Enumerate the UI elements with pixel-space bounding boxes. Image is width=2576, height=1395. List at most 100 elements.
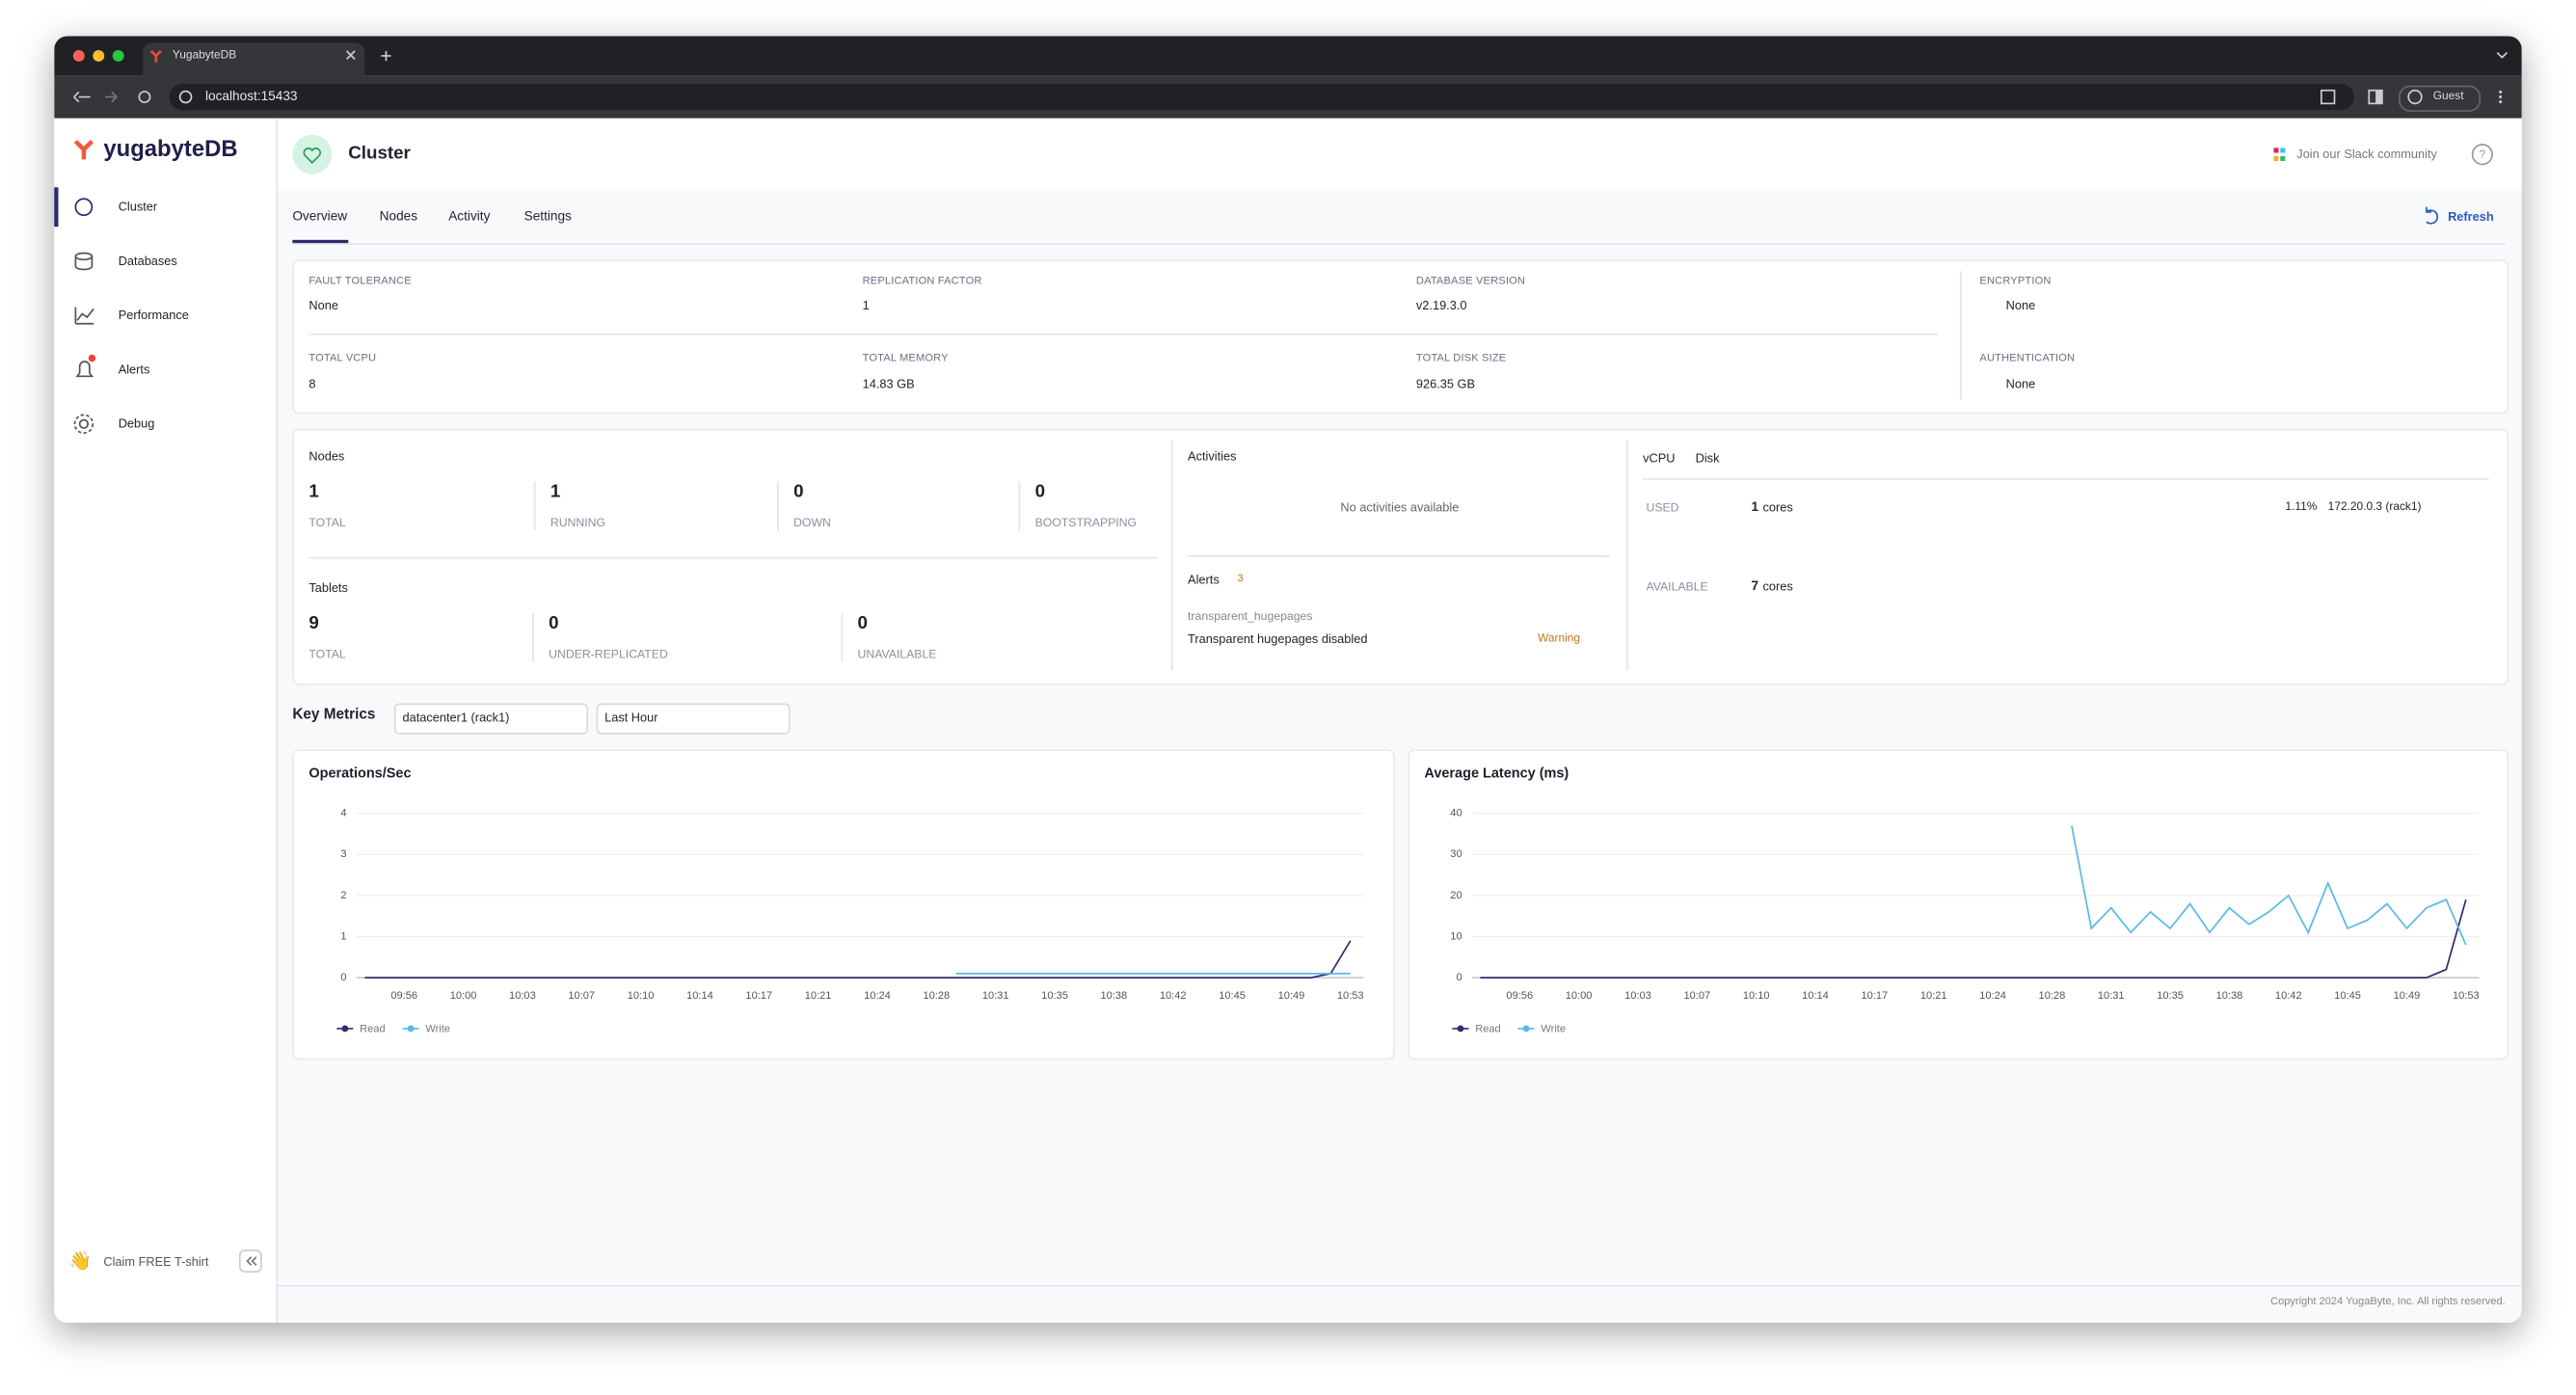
tab[interactable]: Activity: [448, 208, 491, 224]
divider: [777, 481, 779, 531]
x-tick-label: 10:28: [923, 990, 950, 1002]
y-tick-label: 10: [1450, 930, 1462, 942]
x-tick-label: 10:38: [2216, 990, 2243, 1002]
nav-item[interactable]: Alerts: [118, 362, 150, 377]
x-tick-label: 10:10: [628, 990, 655, 1002]
alert-severity: Warning: [1538, 633, 1581, 645]
used-value: 1: [1751, 499, 1759, 515]
nav-item[interactable]: Debug: [118, 416, 155, 431]
tab-title[interactable]: YugabyteDB: [172, 49, 237, 62]
chart-card: [1408, 749, 2509, 1060]
legend-marker: [407, 1025, 415, 1033]
x-tick-label: 10:53: [1337, 990, 1364, 1002]
divider: [533, 481, 536, 531]
x-tick-label: 10:31: [982, 990, 1009, 1002]
info-value: 8: [309, 376, 316, 392]
tab[interactable]: Nodes: [379, 208, 418, 224]
info-label: DATABASE VERSION: [1415, 275, 1526, 287]
y-tick-label: 4: [340, 808, 346, 819]
info-value: 926.35 GB: [1415, 376, 1476, 392]
x-tick-label: 10:24: [864, 990, 891, 1002]
region[interactable]: datacenter1 (rack1): [402, 710, 510, 726]
refresh[interactable]: Refresh: [2448, 208, 2494, 225]
section-title[interactable]: Tablets: [309, 580, 348, 596]
info-label: TOTAL MEMORY: [862, 353, 949, 364]
range-select[interactable]: [596, 703, 791, 735]
x-tick-label: 10:24: [1979, 990, 2006, 1002]
resource-tab[interactable]: vCPU: [1643, 450, 1676, 466]
x-tick-label: 10:07: [1683, 990, 1710, 1002]
nav-item[interactable]: Databases: [118, 253, 177, 269]
x-tick-label: 10:00: [450, 990, 477, 1002]
info-label: ENCRYPTION: [1979, 275, 2052, 287]
x-tick-label: 09:56: [390, 990, 417, 1002]
y-tick-label: 1: [340, 930, 346, 942]
tab[interactable]: [143, 42, 365, 76]
profile[interactable]: Guest: [2432, 91, 2464, 103]
info-label: TOTAL VCPU: [309, 353, 377, 364]
x-tick-label: 10:28: [2039, 990, 2066, 1002]
divider: [1188, 555, 1610, 557]
available-label: AVAILABLE: [1646, 578, 1708, 594]
logo[interactable]: yugabyteDB: [103, 134, 238, 162]
y-tick-label: 2: [340, 890, 346, 901]
divider: [309, 333, 1939, 335]
x-tick-label: 10:49: [1278, 990, 1305, 1002]
x-tick-label: 10:31: [2098, 990, 2125, 1002]
nav-item[interactable]: Performance: [118, 308, 189, 323]
info-card: [292, 259, 2509, 415]
y-tick-label: 40: [1450, 808, 1462, 819]
x-tick-label: 10:35: [1041, 990, 1068, 1002]
tab-divider: [292, 243, 2506, 245]
stat-value: 0: [793, 482, 804, 502]
x-tick-label: 10:42: [2275, 990, 2302, 1002]
x-tick-label: 10:38: [1101, 990, 1128, 1002]
x-tick-label: 10:45: [1219, 990, 1246, 1002]
chart-title: Average Latency (ms): [1424, 766, 1569, 782]
line-series: [1480, 899, 2467, 979]
region-select[interactable]: [393, 703, 589, 735]
info-value: 14.83 GB: [862, 376, 915, 392]
profile-pill[interactable]: [2398, 85, 2482, 112]
alert-message: Transparent hugepages disabled: [1188, 630, 1368, 647]
page-title: Cluster: [348, 144, 411, 164]
url-box[interactable]: [169, 83, 2354, 111]
svg-text:👋: 👋: [69, 1250, 92, 1272]
resource-tab[interactable]: Disk: [1695, 450, 1720, 466]
tab[interactable]: Settings: [523, 208, 572, 224]
y-tick-label: 20: [1450, 890, 1462, 901]
url[interactable]: localhost:15433: [205, 89, 298, 104]
footer: Copyright 2024 YugaByte, Inc. All rights…: [2270, 1296, 2506, 1308]
x-tick-label: 09:56: [1506, 990, 1533, 1002]
used-unit: cores: [1762, 499, 1793, 515]
section-title[interactable]: Alerts: [1188, 572, 1220, 587]
empty-state: No activities available: [1340, 499, 1460, 515]
x-tick-label: 10:49: [2394, 990, 2421, 1002]
alert-name: transparent_hugepages: [1188, 608, 1313, 624]
promo[interactable]: Claim FREE T-shirt: [103, 1253, 209, 1270]
tab[interactable]: Overview: [292, 208, 348, 224]
chart-card: [292, 749, 1395, 1060]
x-tick-label: 10:21: [1920, 990, 1947, 1002]
stat-value: 1: [550, 482, 561, 502]
range[interactable]: Last Hour: [604, 710, 658, 726]
x-tick-label: 10:17: [745, 990, 772, 1002]
info-value: v2.19.3.0: [1415, 297, 1467, 313]
x-tick-label: 10:42: [1160, 990, 1187, 1002]
divider: [1626, 440, 1628, 671]
section-title[interactable]: Activities: [1188, 448, 1237, 465]
legend-label: Write: [425, 1024, 450, 1035]
stat-value: 9: [309, 613, 319, 634]
x-tick-label: 10:17: [1862, 990, 1889, 1002]
info-label: AUTHENTICATION: [1979, 353, 2076, 364]
community-link[interactable]: Join our Slack community: [2296, 147, 2437, 162]
footer-divider: [276, 1284, 2522, 1287]
info-value: 1: [862, 297, 870, 313]
divider: [841, 612, 844, 662]
divider: [532, 612, 534, 662]
nav-item[interactable]: Cluster: [118, 199, 158, 214]
section-title[interactable]: Nodes: [309, 448, 345, 465]
